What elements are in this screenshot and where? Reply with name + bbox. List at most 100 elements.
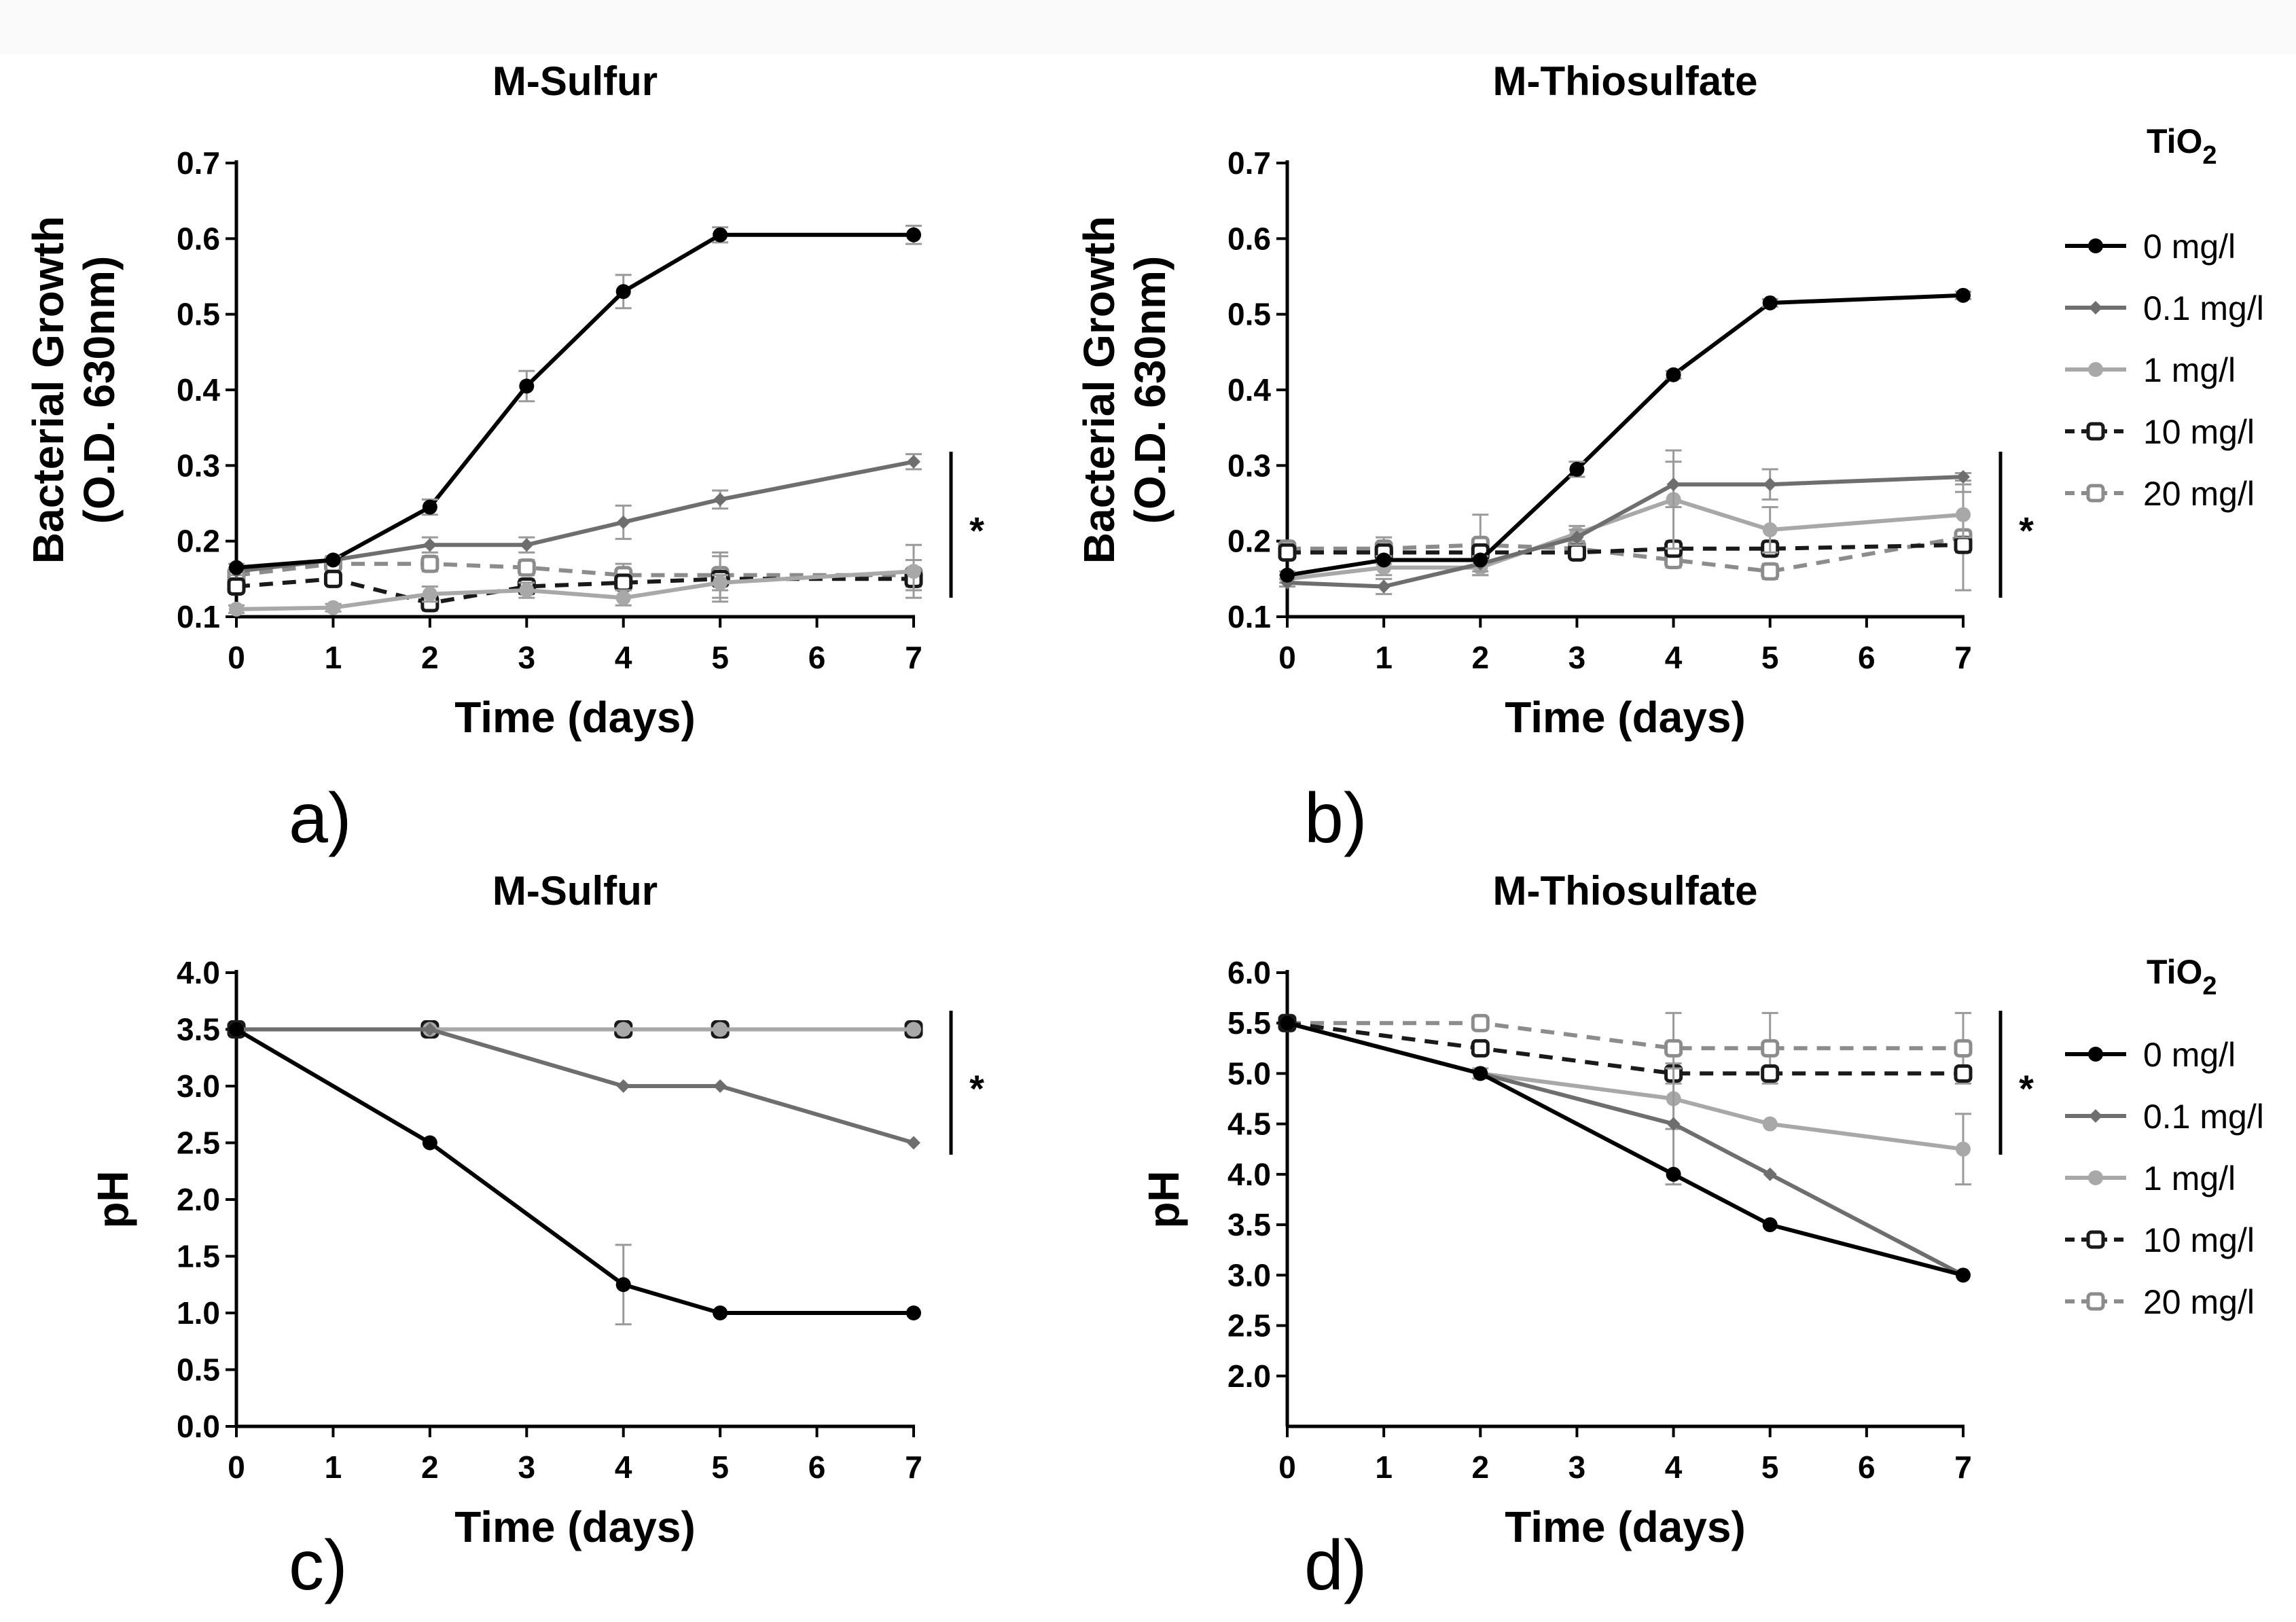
data-point xyxy=(1761,562,1780,581)
data-point xyxy=(325,552,341,568)
series-0-mg-l xyxy=(228,224,922,575)
legend-marker xyxy=(2088,1170,2103,1185)
y-tick-label: 5.5 xyxy=(1227,1005,1271,1041)
data-point xyxy=(615,590,631,606)
legend-label: 0.1 mg/l xyxy=(2143,289,2264,327)
data-point xyxy=(517,558,536,577)
data-point xyxy=(1954,1064,1973,1083)
data-point xyxy=(1471,1013,1490,1032)
data-point xyxy=(1473,552,1488,568)
y-tick-label: 0.4 xyxy=(177,372,220,408)
data-point xyxy=(713,1079,728,1093)
legend-entry: 20 mg/l xyxy=(2065,475,2255,513)
legend-entry: 1 mg/l xyxy=(2065,351,2236,389)
y-tick-label: 4.0 xyxy=(177,955,220,990)
x-tick-label: 5 xyxy=(711,1449,729,1485)
data-point xyxy=(616,515,630,529)
y-tick-label: 0.3 xyxy=(177,448,220,483)
y-tick-label: 0.7 xyxy=(177,145,220,181)
chart-panel-3: M-Sulfur 0.0 0.5 1.0 1.5 2.0 2.5 3.0 3.5 4.0 0 1 2 3 4… xyxy=(88,868,984,1605)
x-tick-label: 3 xyxy=(518,1449,535,1485)
legend-label: 1 mg/l xyxy=(2143,1159,2236,1197)
x-tick-label: 5 xyxy=(1761,640,1779,675)
data-point xyxy=(1956,287,1971,303)
y-tick-label: 0.7 xyxy=(1227,145,1271,181)
y-tick-label: 0.6 xyxy=(177,221,220,256)
x-tick-label: 2 xyxy=(1471,640,1489,675)
significance-star: * xyxy=(969,1067,984,1110)
x-tick-label: 7 xyxy=(905,640,922,675)
legend-label: 10 mg/l xyxy=(2143,413,2255,451)
data-point xyxy=(1762,1116,1778,1132)
data-point xyxy=(1569,461,1585,477)
chart-panel-4: M-Thiosulfate 2.0 2.5 3.0 3.5 4.0 4.5 5.0 5.5 6.0… xyxy=(1139,868,2034,1605)
data-point xyxy=(1954,1039,1973,1058)
x-tick-label: 3 xyxy=(518,640,535,675)
data-point xyxy=(229,1022,244,1037)
x-tick-label: 0 xyxy=(1278,640,1296,675)
y-tick-label: 0.3 xyxy=(1227,448,1271,483)
panel-label: a) xyxy=(289,779,351,858)
data-point xyxy=(1956,1267,1971,1283)
significance-star: * xyxy=(969,509,984,552)
chart-panel-2: M-Thiosulfate 0.1 0.2 0.3 0.4 0.5 0.6 0.7 0 1 2 3 4 5… xyxy=(1075,58,2034,858)
legend-title-subscript: 2 xyxy=(2202,972,2217,1001)
legend-entry: 10 mg/l xyxy=(2065,1221,2255,1259)
data-point xyxy=(907,454,920,469)
chart-title: M-Thiosulfate xyxy=(1493,58,1758,104)
data-point xyxy=(713,575,728,590)
data-point xyxy=(423,1022,437,1037)
x-tick-label: 7 xyxy=(1954,640,1972,675)
data-point xyxy=(713,1022,728,1037)
y-axis-label-line1: Bacterial Growth xyxy=(24,216,73,564)
data-point xyxy=(615,1277,631,1293)
legend-title: TiO2 xyxy=(2147,953,2217,1001)
y-axis-label: pH xyxy=(88,1170,137,1228)
data-point xyxy=(1762,522,1778,537)
y-tick-label: 2.5 xyxy=(177,1125,220,1161)
data-point xyxy=(614,573,633,592)
y-tick-label: 0.5 xyxy=(1227,297,1271,332)
legend-title-main: TiO xyxy=(2147,953,2202,991)
data-point xyxy=(1570,530,1584,545)
data-point xyxy=(615,284,631,300)
data-point xyxy=(615,1022,631,1037)
legend-entry: 0 mg/l xyxy=(2065,228,2236,266)
data-point xyxy=(1956,507,1971,522)
x-tick-label: 1 xyxy=(325,640,342,675)
data-point xyxy=(1956,470,1970,484)
legend-label: 0 mg/l xyxy=(2143,1036,2236,1074)
chart-title: M-Thiosulfate xyxy=(1493,868,1758,914)
x-tick-label: 4 xyxy=(615,640,632,675)
y-tick-label: 4.0 xyxy=(1227,1157,1271,1192)
y-tick-label: 2.5 xyxy=(1227,1308,1271,1344)
y-axis-label-line1: Bacterial Growth xyxy=(1075,216,1124,564)
y-tick-label: 0.0 xyxy=(177,1409,220,1444)
x-axis-label: Time (days) xyxy=(454,1502,696,1551)
legend-marker xyxy=(2088,238,2103,253)
data-point xyxy=(1280,567,1295,583)
data-point xyxy=(1761,1064,1780,1083)
data-point xyxy=(1763,477,1777,492)
y-tick-label: 4.5 xyxy=(1227,1106,1271,1142)
legend-entry: 0.1 mg/l xyxy=(2065,289,2264,327)
series-0-mg-l xyxy=(229,1022,921,1326)
data-point xyxy=(229,560,244,575)
data-point xyxy=(1666,1117,1681,1131)
x-tick-label: 3 xyxy=(1568,640,1586,675)
legend-marker xyxy=(2086,1230,2105,1249)
y-axis-label-line2: (O.D. 630nm) xyxy=(75,256,124,524)
legend-label: 20 mg/l xyxy=(2143,1283,2255,1321)
y-tick-label: 0.5 xyxy=(177,297,220,332)
data-point xyxy=(1664,1039,1683,1058)
y-tick-label: 0.2 xyxy=(177,524,220,559)
legend-marker xyxy=(2088,1047,2103,1062)
data-point xyxy=(1666,367,1681,382)
x-tick-label: 7 xyxy=(1954,1449,1972,1485)
data-point xyxy=(1280,1015,1295,1031)
data-point xyxy=(422,499,437,515)
x-tick-label: 0 xyxy=(228,640,245,675)
y-tick-label: 0.1 xyxy=(1227,599,1271,634)
